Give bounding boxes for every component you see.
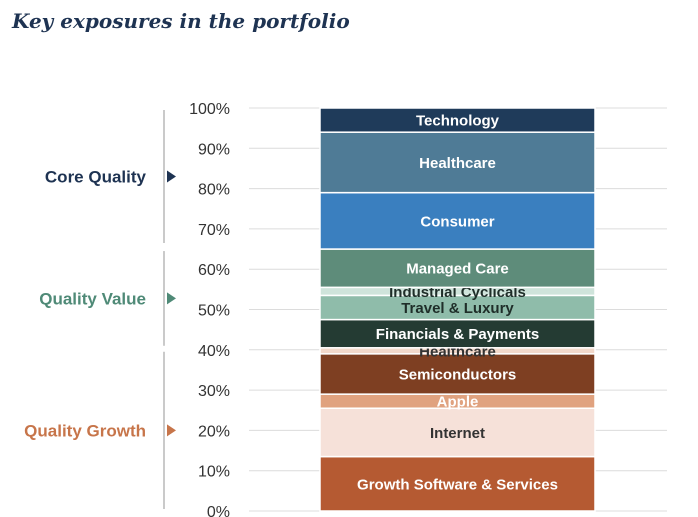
data-label: Consumer [420,213,494,230]
data-label: Financials & Payments [376,326,539,343]
y-tick-label: 60% [198,262,230,279]
group-label: Core Quality [45,168,147,187]
bar-segment [319,248,596,289]
bar-segment [319,191,596,250]
data-label: Managed Care [406,261,509,278]
y-tick-label: 70% [198,222,230,239]
data-label: Growth Software & Services [357,476,558,493]
bar-segment [319,455,596,512]
y-tick-label: 30% [198,383,230,400]
bar-segment [319,107,596,133]
group-label: Quality Value [39,289,146,308]
group-label: Quality Growth [24,421,146,440]
data-label: Industrial Cyclicals [389,284,526,301]
y-tick-label: 90% [198,141,230,158]
group-arrow-icon [167,170,176,183]
bar-segment [319,318,596,349]
y-tick-label: 100% [189,101,230,118]
bar-segment [319,294,596,321]
group-arrow-icon [167,292,176,305]
data-label: Technology [416,113,500,130]
data-label: Healthcare [419,155,496,172]
y-tick-label: 20% [198,423,230,440]
bar-segment [319,407,596,458]
data-label: Semiconductors [399,366,517,383]
page-title: Key exposures in the portfolio [12,9,350,33]
data-label: Apple [437,394,479,411]
y-tick-label: 10% [198,464,230,481]
bar-segment [319,131,596,194]
y-tick-label: 40% [198,343,230,360]
data-label: Travel & Luxury [401,300,514,317]
group-arrow-icon [167,424,176,437]
y-tick-label: 0% [207,504,230,517]
data-label: Internet [430,425,485,442]
bar-segment [319,353,596,395]
y-tick-label: 50% [198,303,230,320]
y-tick-label: 80% [198,182,230,199]
